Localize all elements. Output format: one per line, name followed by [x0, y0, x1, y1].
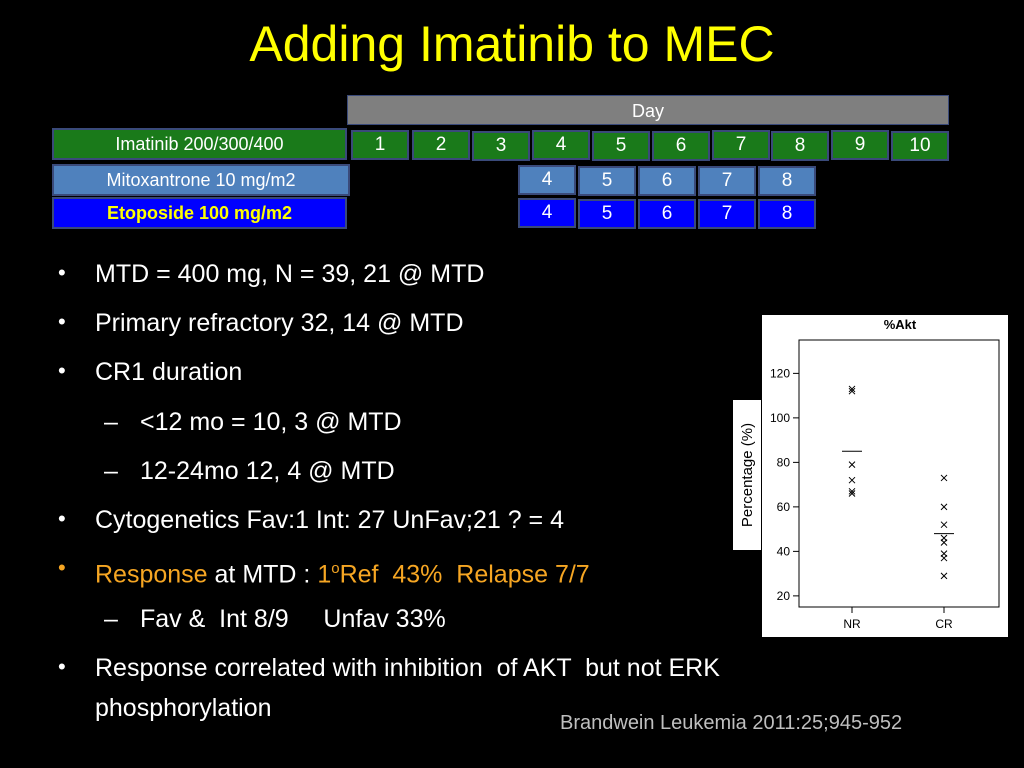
- data-point: [940, 539, 948, 546]
- sub-bullet-marker: –: [104, 457, 118, 485]
- y-tick-label: 60: [777, 500, 791, 514]
- akt-chart-svg: %Akt 20 40 60 80 100 120 NR CR: [770, 317, 1000, 631]
- x-tick-label: CR: [935, 617, 953, 631]
- bullet-text: MTD = 400 mg, N = 39, 21 @ MTD: [95, 260, 485, 288]
- data-point: [848, 387, 856, 395]
- mitoxantrone-day-cell: 7: [698, 166, 756, 196]
- etoposide-day-cell: 4: [518, 198, 576, 228]
- bullet-marker: •: [58, 358, 66, 383]
- bullet-marker: •: [58, 260, 66, 285]
- bullet-marker: •: [58, 654, 66, 679]
- chart-ylabel: Percentage (%): [739, 423, 756, 527]
- imatinib-day-cell: 9: [831, 130, 889, 160]
- etoposide-day-cell: 5: [578, 199, 636, 229]
- bullet-text: Response correlated with inhibition of A…: [95, 654, 720, 682]
- y-tick-label: 20: [777, 589, 791, 603]
- chart-plot-frame: [798, 339, 1000, 608]
- data-point: [940, 503, 948, 511]
- data-point: [940, 572, 948, 580]
- imatinib-day-cell: 2: [412, 130, 470, 160]
- data-point: [940, 474, 948, 482]
- akt-chart: %Akt 20 40 60 80 100 120 NR CR: [762, 315, 1008, 637]
- bullet-marker: •: [58, 309, 66, 334]
- chart-title: %Akt: [884, 317, 917, 332]
- drug-label-mitoxantrone: Mitoxantrone 10 mg/m2: [52, 164, 350, 196]
- imatinib-day-cell: 10: [891, 131, 949, 161]
- data-point: [848, 385, 856, 393]
- drug-label-imatinib: Imatinib 200/300/400: [52, 128, 347, 160]
- bullet-marker: •: [58, 555, 66, 580]
- data-point: [848, 490, 856, 497]
- etoposide-day-cell: 7: [698, 199, 756, 229]
- imatinib-day-cell: 8: [771, 131, 829, 161]
- bullet-text: Cytogenetics Fav:1 Int: 27 UnFav;21 ? = …: [95, 506, 565, 534]
- imatinib-day-cell: 3: [472, 131, 530, 161]
- imatinib-day-cell: 7: [712, 130, 770, 160]
- data-point: [940, 554, 948, 562]
- mitoxantrone-day-cell: 4: [518, 165, 576, 195]
- bullet-text-continued: phosphorylation: [95, 694, 272, 722]
- etoposide-day-cell: 8: [758, 199, 816, 229]
- etoposide-day-cell: 6: [638, 199, 696, 229]
- response-rest: Ref 43% Relapse 7/7: [339, 560, 590, 589]
- imatinib-day-cell: 5: [592, 131, 650, 161]
- imatinib-day-cell: 6: [652, 131, 710, 161]
- reference-citation: Brandwein Leukemia 2011:25;945-952: [560, 712, 903, 734]
- drug-label-etoposide: Etoposide 100 mg/m2: [52, 197, 347, 229]
- imatinib-day-cell: 4: [532, 130, 590, 160]
- sub-bullet-text: Fav & Int 8/9 Unfav 33%: [140, 605, 446, 633]
- bullet-text: CR1 duration: [95, 358, 243, 386]
- bullet-text: Primary refractory 32, 14 @ MTD: [95, 309, 464, 337]
- slide-title: Adding Imatinib to MEC: [249, 16, 775, 72]
- mitoxantrone-day-cell: 6: [638, 166, 696, 196]
- response-mid: at MTD :: [207, 560, 318, 589]
- response-superscript: o: [331, 560, 340, 577]
- bullet-marker: •: [58, 506, 66, 531]
- chart-ylabel-box: Percentage (%): [733, 400, 761, 550]
- data-point: [848, 461, 856, 468]
- sub-bullet-text: <12 mo = 10, 3 @ MTD: [140, 408, 402, 436]
- mitoxantrone-day-cell: 8: [758, 166, 816, 196]
- response-highlight: Response: [95, 560, 208, 589]
- response-first: 1: [317, 560, 332, 589]
- data-point: [848, 476, 856, 484]
- x-tick-label: NR: [843, 617, 861, 631]
- chart-ylabel-svg: Percentage (%): [739, 423, 756, 527]
- y-tick-label: 120: [770, 366, 790, 380]
- day-header: Day: [347, 95, 949, 125]
- sub-bullet-marker: –: [104, 605, 118, 633]
- y-tick-label: 80: [777, 455, 791, 469]
- sub-bullet-marker: –: [104, 408, 118, 436]
- imatinib-day-cell: 1: [351, 130, 409, 160]
- bullet-text-response: Response at MTD : 1oRef 43% Relapse 7/7: [95, 553, 590, 590]
- y-tick-label: 100: [770, 411, 790, 425]
- data-point: [940, 521, 948, 529]
- y-tick-label: 40: [777, 544, 791, 558]
- mitoxantrone-day-cell: 5: [578, 166, 636, 196]
- data-point: [848, 487, 856, 495]
- sub-bullet-text: 12-24mo 12, 4 @ MTD: [140, 457, 395, 485]
